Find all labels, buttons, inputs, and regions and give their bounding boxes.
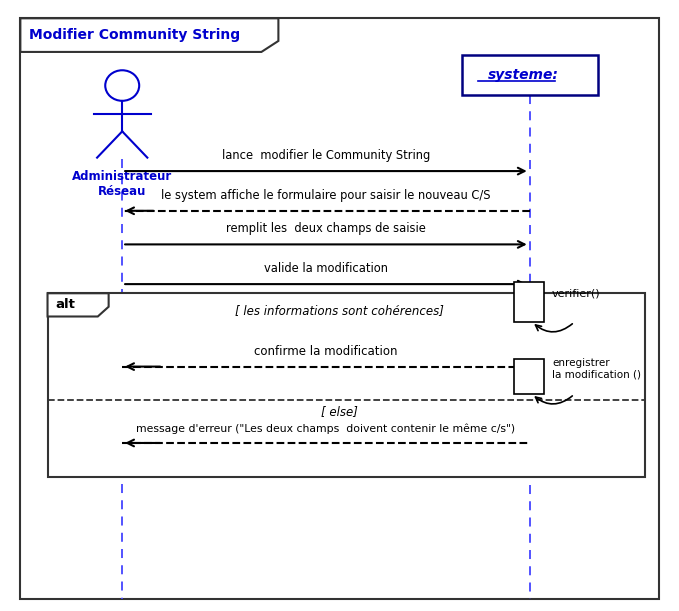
Bar (514, 282, 544, 322)
Text: message d'erreur ("Les deux champs  doivent contenir le même c/s"): message d'erreur ("Les deux champs doive… (136, 424, 515, 434)
Polygon shape (20, 18, 278, 52)
Text: verifier(): verifier() (552, 288, 601, 298)
Text: remplit les  deux champs de saisie: remplit les deux champs de saisie (226, 222, 426, 235)
Text: Administrateur
Réseau: Administrateur Réseau (72, 170, 172, 198)
Text: alt: alt (56, 298, 75, 312)
Text: valide la modification: valide la modification (264, 262, 388, 275)
Text: [ les informations sont cohérences]: [ les informations sont cohérences] (235, 304, 444, 317)
Bar (514, 359, 544, 394)
Text: confirme la modification: confirme la modification (254, 345, 398, 358)
Bar (462, 55, 598, 95)
Text: [ else]: [ else] (321, 405, 358, 418)
Text: Modifier Community String: Modifier Community String (29, 28, 240, 42)
Bar (48, 293, 645, 477)
Text: enregistrer
la modification (): enregistrer la modification () (552, 358, 641, 379)
Text: systeme:: systeme: (488, 68, 558, 81)
Text: le system affiche le formulaire pour saisir le nouveau C/S: le system affiche le formulaire pour sai… (161, 189, 491, 202)
Text: lance  modifier le Community String: lance modifier le Community String (222, 149, 430, 162)
Polygon shape (48, 293, 109, 316)
